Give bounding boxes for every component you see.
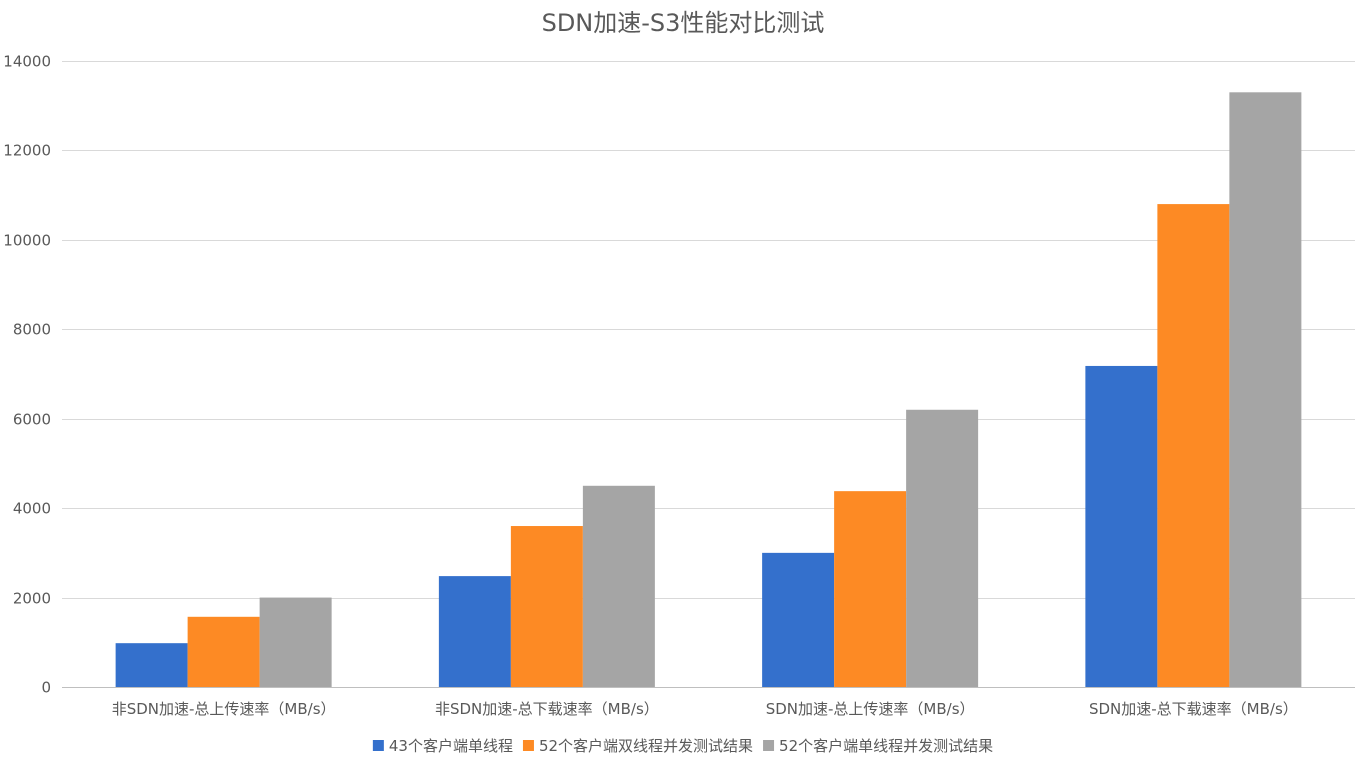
y-axis-ticks: 0 2000 4000 6000 8000 10000 12000 14000: [3, 53, 51, 697]
x-axis-categories: 非SDN加速-总上传速率（MB/s） 非SDN加速-总下载速率（MB/s） SDN加…: [112, 700, 1298, 718]
x-category-label: SDN加速-总上传速率（MB/s）: [766, 700, 975, 718]
y-tick-label: 14000: [3, 53, 51, 71]
bars: [115, 92, 1302, 688]
legend-swatch: [522, 740, 534, 751]
bar: [1229, 92, 1302, 688]
legend-label: 52个客户端单线程并发测试结果: [779, 737, 993, 755]
bar: [834, 491, 907, 687]
bar: [187, 616, 260, 687]
bar: [582, 485, 655, 687]
bar: [1157, 204, 1230, 688]
chart-title: SDN加速-S3性能对比测试: [542, 9, 825, 37]
legend: 43个客户端单线程 52个客户端双线程并发测试结果 52个客户端单线程并发测试结果: [372, 737, 993, 755]
y-tick-label: 6000: [13, 411, 51, 429]
bar: [1085, 365, 1158, 687]
x-category-label: 非SDN加速-总上传速率（MB/s）: [112, 700, 336, 718]
y-tick-label: 12000: [3, 142, 51, 160]
bar: [259, 597, 332, 687]
legend-swatch: [763, 740, 775, 751]
bar: [762, 552, 835, 687]
bar: [115, 643, 188, 687]
y-tick-label: 4000: [13, 500, 51, 518]
gridlines: [62, 61, 1355, 599]
legend-label: 43个客户端单线程: [389, 737, 513, 755]
bar: [438, 576, 511, 687]
legend-item: 52个客户端双线程并发测试结果: [522, 737, 753, 755]
y-tick-label: 10000: [3, 232, 51, 250]
bar: [510, 526, 583, 687]
y-tick-label: 2000: [13, 590, 51, 608]
legend-label: 52个客户端双线程并发测试结果: [539, 737, 753, 755]
legend-item: 43个客户端单线程: [372, 737, 513, 755]
legend-item: 52个客户端单线程并发测试结果: [763, 737, 993, 755]
bar: [906, 409, 979, 687]
y-tick-label: 0: [41, 679, 51, 697]
x-category-label: 非SDN加速-总下载速率（MB/s）: [435, 700, 659, 718]
x-category-label: SDN加速-总下载速率（MB/s）: [1089, 700, 1298, 718]
legend-swatch: [372, 740, 384, 751]
y-tick-label: 8000: [13, 321, 51, 339]
